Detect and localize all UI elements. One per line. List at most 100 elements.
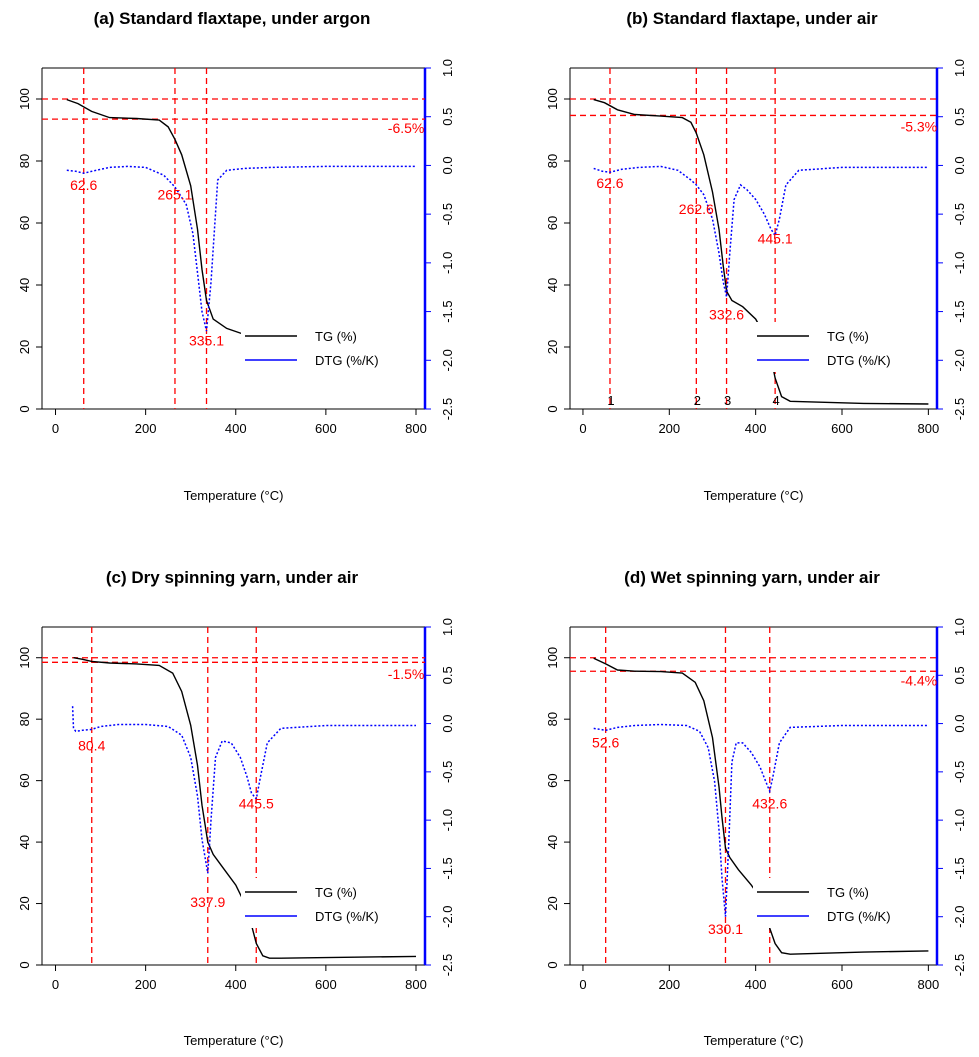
x-tick-label: 600 bbox=[831, 421, 853, 436]
peak-annotation: -6.5% bbox=[388, 120, 425, 136]
peak-annotation: 445.1 bbox=[758, 230, 793, 246]
y-tick-label: 40 bbox=[17, 835, 32, 849]
y-tick-label: 0 bbox=[545, 405, 560, 412]
x-tick-label: 600 bbox=[831, 977, 853, 992]
y-tick-label: 100 bbox=[545, 647, 560, 669]
y-tick-label: 80 bbox=[17, 154, 32, 168]
peak-annotation: 262.6 bbox=[679, 201, 714, 217]
legend-dtg-label: DTG (%/K) bbox=[827, 909, 891, 924]
legend-dtg-label: DTG (%/K) bbox=[315, 353, 379, 368]
peak-annotation: 337.9 bbox=[190, 894, 225, 910]
legend: TG (%) DTG (%/K) bbox=[241, 878, 419, 928]
legend-tg-label: TG (%) bbox=[827, 885, 869, 900]
y-right-tick-label: 0.0 bbox=[440, 156, 455, 174]
x-tick-label: 0 bbox=[52, 421, 59, 436]
y-right-tick-label: 0.5 bbox=[440, 108, 455, 126]
peak-annotation: 330.1 bbox=[708, 921, 743, 937]
y-tick-label: 0 bbox=[17, 961, 32, 968]
y-right-tick-label: -2.0 bbox=[440, 906, 455, 928]
y-tick-label: 40 bbox=[545, 278, 560, 292]
y-right-tick-label: -2.5 bbox=[952, 398, 967, 420]
legend-tg-label: TG (%) bbox=[315, 329, 357, 344]
y-tick-label: 40 bbox=[545, 835, 560, 849]
y-right-tick-label: 0.5 bbox=[952, 666, 967, 684]
y-tick-label: 0 bbox=[17, 405, 32, 412]
y-right-tick-label: -2.0 bbox=[440, 349, 455, 371]
legend: TG (%) DTG (%/K) bbox=[753, 322, 931, 372]
x-tick-label: 0 bbox=[579, 421, 586, 436]
y-tick-label: 80 bbox=[17, 712, 32, 726]
y-tick-label: 0 bbox=[545, 961, 560, 968]
y-right-tick-label: 1.0 bbox=[440, 59, 455, 77]
stage-marker: 1 bbox=[607, 393, 614, 408]
y-right-tick-label: -2.0 bbox=[952, 906, 967, 928]
y-right-tick-label: -1.0 bbox=[440, 252, 455, 274]
y-right-tick-label: -0.5 bbox=[952, 761, 967, 783]
y-right-tick-label: -0.5 bbox=[440, 203, 455, 225]
legend-background bbox=[753, 322, 931, 372]
x-tick-label: 200 bbox=[135, 977, 157, 992]
dtg-series-line bbox=[71, 706, 416, 874]
y-tick-label: 100 bbox=[545, 88, 560, 110]
legend-tg-label: TG (%) bbox=[827, 329, 869, 344]
y-right-tick-label: -1.5 bbox=[952, 857, 967, 879]
y-right-tick-label: 0.0 bbox=[440, 715, 455, 733]
x-tick-label: 400 bbox=[225, 977, 247, 992]
legend-dtg-label: DTG (%/K) bbox=[315, 909, 379, 924]
chart-title: (c) Dry spinning yarn, under air bbox=[106, 568, 359, 587]
y-right-tick-label: 0.5 bbox=[952, 108, 967, 126]
peak-annotation: 52.6 bbox=[592, 735, 619, 751]
legend-tg-label: TG (%) bbox=[315, 885, 357, 900]
y-right-tick-label: -2.5 bbox=[952, 954, 967, 976]
x-tick-label: 200 bbox=[658, 421, 680, 436]
y-tick-label: 60 bbox=[545, 773, 560, 787]
x-tick-label: 600 bbox=[315, 977, 337, 992]
y-right-tick-label: -1.0 bbox=[440, 809, 455, 831]
peak-annotation: 265.1 bbox=[157, 187, 192, 203]
chart-title: (b) Standard flaxtape, under air bbox=[626, 9, 878, 28]
peak-annotation: 445.5 bbox=[239, 796, 274, 812]
stage-marker: 4 bbox=[773, 393, 780, 408]
x-tick-label: 400 bbox=[745, 977, 767, 992]
legend-background bbox=[753, 878, 931, 928]
x-tick-label: 800 bbox=[918, 977, 940, 992]
dtg-series-line bbox=[593, 723, 929, 917]
x-axis-label: Temperature (°C) bbox=[184, 488, 284, 503]
tg-series-line bbox=[73, 657, 417, 959]
y-right-tick-label: 0.5 bbox=[440, 666, 455, 684]
x-tick-label: 600 bbox=[315, 421, 337, 436]
panel-d: (d) Wet spinning yarn, under air 0 20 40 60 8… bbox=[545, 568, 967, 1048]
peak-annotation: 80.4 bbox=[78, 738, 105, 754]
y-tick-label: 40 bbox=[17, 278, 32, 292]
panel-c: (c) Dry spinning yarn, under air 0 20 40 60 8… bbox=[17, 568, 455, 1048]
panel-a: (a) Standard flaxtape, under argon 0 20 40 6… bbox=[17, 9, 455, 503]
dtg-series-line bbox=[66, 165, 416, 332]
x-tick-label: 200 bbox=[135, 421, 157, 436]
y-tick-label: 20 bbox=[17, 340, 32, 354]
peak-annotation: -5.3% bbox=[901, 119, 938, 135]
legend-background bbox=[241, 322, 419, 372]
legend: TG (%) DTG (%/K) bbox=[241, 322, 419, 372]
y-right-tick-label: -1.5 bbox=[440, 300, 455, 322]
y-right-tick-label: -1.0 bbox=[952, 809, 967, 831]
x-axis-label: Temperature (°C) bbox=[184, 1033, 284, 1048]
x-tick-label: 800 bbox=[405, 977, 427, 992]
legend-background bbox=[241, 878, 419, 928]
panel-b: (b) Standard flaxtape, under air02040608… bbox=[545, 9, 967, 503]
y-right-tick-label: -0.5 bbox=[952, 203, 967, 225]
y-right-tick-label: -2.5 bbox=[440, 954, 455, 976]
peak-annotation: -4.4% bbox=[901, 672, 938, 688]
peak-annotation: 432.6 bbox=[752, 796, 787, 812]
y-tick-label: 20 bbox=[545, 340, 560, 354]
chart-title: (d) Wet spinning yarn, under air bbox=[624, 568, 880, 587]
x-tick-label: 200 bbox=[658, 977, 680, 992]
legend-dtg-label: DTG (%/K) bbox=[827, 353, 891, 368]
tg-series-line bbox=[593, 98, 929, 405]
y-tick-label: 20 bbox=[17, 896, 32, 910]
stage-marker: 3 bbox=[724, 393, 731, 408]
x-tick-label: 400 bbox=[745, 421, 767, 436]
y-right-tick-label: 0.0 bbox=[952, 715, 967, 733]
y-right-tick-label: 0.0 bbox=[952, 156, 967, 174]
x-axis-label: Temperature (°C) bbox=[704, 488, 804, 503]
